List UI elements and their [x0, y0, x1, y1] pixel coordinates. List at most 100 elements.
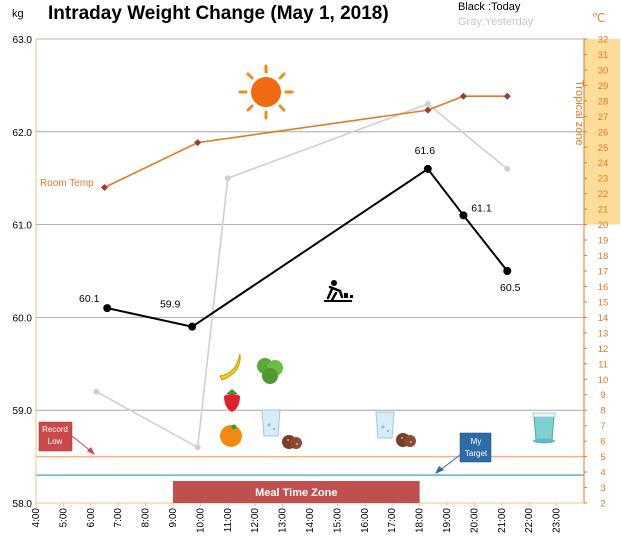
my-target-arrow: [438, 454, 461, 472]
today-data-label: 59.9: [160, 299, 181, 311]
y2-tick-label: 2: [600, 499, 605, 510]
today-data-label: 61.6: [415, 145, 436, 157]
x-tick-label: 20:00: [469, 508, 480, 533]
series-today: 60.1 59.9 61.6 61.1 60.5: [79, 145, 521, 331]
x-tick-label: 18:00: [415, 508, 426, 533]
record-low-arrowhead: [87, 447, 95, 455]
y2-tick-label: 6: [600, 437, 605, 448]
x-axis-ticks: 4:00 5:00 6:00 7:00 8:00 9:00 10:00 11:00 12:00 1…: [31, 503, 563, 533]
y2-tick-label: 13: [598, 328, 609, 339]
yesterday-point: [224, 175, 231, 182]
strawberry-icon: [224, 389, 240, 412]
y2-tick-label: 21: [598, 205, 609, 216]
y2-tick-label: 5: [600, 452, 605, 463]
x-tick-label: 16:00: [360, 508, 371, 533]
y2-tick-label: 3: [600, 483, 605, 494]
series-line: [104, 95, 508, 189]
record-low-text-2: Low: [48, 437, 63, 446]
today-data-label: 61.1: [471, 202, 492, 214]
sun-icon: [238, 64, 294, 120]
y2-tick-label: 28: [598, 96, 609, 107]
cookies-icon: [282, 435, 302, 449]
y2-tick-label: 23: [598, 174, 609, 185]
x-tick-label: 17:00: [387, 508, 398, 533]
y2-tick-label: 10: [598, 375, 609, 386]
left-axis-unit: kg: [12, 8, 24, 20]
today-point: [423, 164, 432, 173]
right-axis-ticks: 3231302928272625242322212019181716151413…: [584, 35, 608, 510]
left-axis-ticks: 63.0 62.0 61.0 60.0 59.0 58.0: [13, 35, 33, 510]
yesterday-point: [93, 388, 100, 395]
y2-tick-label: 20: [598, 220, 609, 231]
orange-icon: [220, 424, 242, 447]
y2-tick-label: 14: [598, 313, 609, 324]
x-tick-label: 6:00: [86, 508, 97, 528]
y2-tick-label: 8: [600, 406, 605, 417]
y2-tick-label: 9: [600, 390, 605, 401]
record-low-text: Record: [42, 425, 68, 434]
today-point: [503, 267, 512, 275]
series-room-temp: [100, 92, 511, 192]
yesterday-point: [504, 165, 511, 172]
x-tick-label: 23:00: [552, 508, 563, 533]
y-tick-label: 59.0: [13, 406, 33, 417]
my-target-arrowhead: [435, 466, 444, 474]
my-target-box: [459, 432, 492, 463]
yesterday-point: [424, 100, 431, 107]
y2-tick-label: 30: [598, 65, 609, 76]
y2-tick-label: 31: [598, 50, 609, 61]
water-glass-icon: [261, 409, 281, 437]
y2-tick-label: 32: [598, 35, 609, 46]
y2-tick-label: 19: [598, 236, 609, 247]
my-target-callout: My Target: [435, 432, 492, 474]
right-axis-unit: ℃: [592, 11, 605, 25]
y2-tick-label: 26: [598, 127, 609, 138]
y2-tick-label: 12: [598, 344, 609, 355]
x-tick-label: 14:00: [305, 508, 316, 533]
room-temp-point: [459, 92, 467, 100]
my-target-text: My: [471, 437, 482, 446]
room-temp-point: [100, 183, 109, 192]
series-yesterday: [93, 100, 511, 451]
y2-tick-label: 4: [600, 468, 605, 479]
today-point: [459, 211, 468, 220]
my-target-text-2: Target: [465, 449, 488, 458]
y-tick-label: 63.0: [13, 35, 33, 46]
y-tick-label: 62.0: [13, 128, 33, 139]
cup-icon: [532, 412, 556, 444]
record-low-box: [38, 421, 73, 452]
legend-today: Black :Today: [458, 1, 521, 13]
x-tick-label: 8:00: [141, 508, 152, 528]
x-tick-label: 21:00: [497, 508, 508, 533]
room-temp-label: Room Temp: [40, 178, 94, 189]
today-point: [103, 304, 112, 313]
today-point: [188, 322, 197, 331]
y-tick-label: 60.0: [13, 313, 33, 324]
x-tick-label: 11:00: [223, 508, 234, 533]
y2-tick-label: 18: [598, 251, 609, 262]
x-tick-label: 13:00: [278, 508, 289, 533]
record-low-callout: Record Low: [38, 421, 95, 455]
y2-tick-label: 25: [598, 143, 609, 154]
x-tick-label: 7:00: [113, 508, 124, 528]
today-data-label: 60.5: [500, 282, 521, 294]
x-tick-label: 15:00: [332, 508, 343, 533]
workout-icon: [324, 280, 353, 302]
room-temp-point: [424, 106, 432, 114]
gridlines: [36, 38, 584, 504]
y-tick-label: 61.0: [13, 221, 33, 232]
room-temp-point: [503, 92, 511, 100]
y2-tick-label: 22: [598, 189, 609, 200]
y2-tick-label: 7: [600, 421, 605, 432]
yesterday-point: [194, 444, 201, 451]
room-temp-point: [194, 139, 202, 147]
y2-tick-label: 16: [598, 282, 609, 293]
y2-tick-label: 27: [598, 112, 609, 123]
x-tick-label: 4:00: [31, 508, 42, 528]
tropical-zone-label: Tropical zone: [573, 80, 585, 146]
y2-tick-label: 17: [598, 267, 609, 278]
series-line: [95, 103, 508, 449]
x-tick-label: 22:00: [524, 508, 535, 533]
x-tick-label: 9:00: [168, 508, 179, 528]
